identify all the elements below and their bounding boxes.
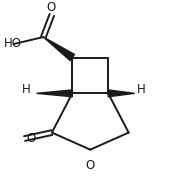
Text: O: O xyxy=(46,1,56,14)
Text: O: O xyxy=(86,159,95,172)
Text: H: H xyxy=(22,83,31,96)
Text: HO: HO xyxy=(4,37,22,50)
Polygon shape xyxy=(43,37,74,60)
Polygon shape xyxy=(108,90,135,97)
Text: O: O xyxy=(26,132,35,145)
Text: H: H xyxy=(137,83,146,96)
Polygon shape xyxy=(36,90,72,97)
